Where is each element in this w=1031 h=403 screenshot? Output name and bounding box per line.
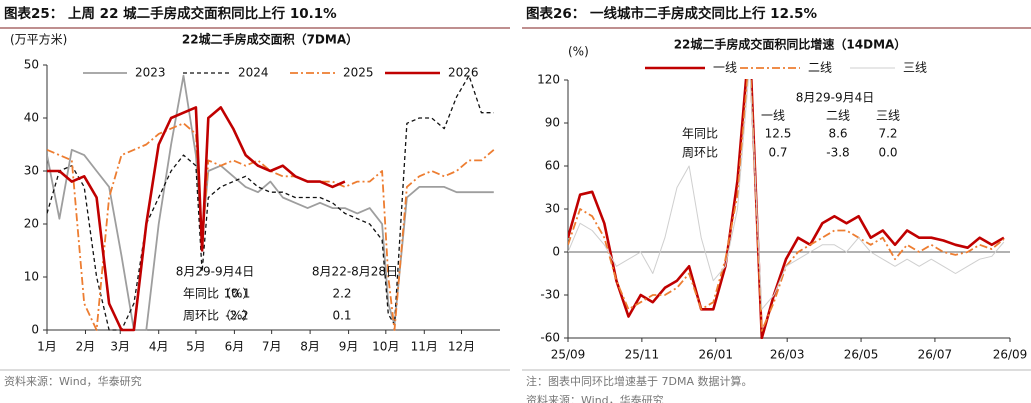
annotation-cell: 0.0: [878, 146, 897, 160]
y-tick-label: 50: [24, 58, 39, 72]
series-line: [47, 74, 494, 331]
y-axis-label: (万平方米): [10, 32, 67, 47]
y-tick-label: -60: [540, 331, 560, 345]
annotation-cell: 12.5: [765, 127, 792, 141]
x-tick-label: 25/09: [551, 348, 586, 362]
annotation-header: 二线: [826, 109, 850, 123]
x-tick-label: 8月: [300, 340, 320, 354]
x-tick-label: 6月: [225, 340, 245, 354]
y-tick-label: 20: [24, 217, 39, 231]
chart-subtitle: 22城二手房成交面积同比增速（14DMA）: [674, 37, 907, 52]
y-tick-label: 30: [24, 164, 39, 178]
legend-label: 一线: [713, 61, 737, 75]
x-tick-label: 26/01: [698, 348, 733, 362]
y-tick-label: -30: [540, 288, 560, 302]
annotation-cell: -3.8: [826, 146, 849, 160]
x-tick-label: 26/03: [770, 348, 805, 362]
y-tick-label: 10: [24, 270, 39, 284]
y-tick-label: 0: [31, 323, 39, 337]
source-note: 资料来源：Wind，华泰研究: [4, 374, 142, 388]
x-tick-label: 26/07: [918, 348, 953, 362]
y-tick-label: 60: [545, 159, 560, 173]
annotation-cell: 周环比: [682, 146, 718, 160]
annotation-cell: -2.2: [225, 309, 248, 323]
x-tick-label: 25/11: [625, 348, 660, 362]
series-line: [568, 79, 1005, 339]
annotation-header: 8月22-8月28日: [312, 265, 398, 279]
series-line: [568, 79, 1005, 310]
annotation-header: 一线: [761, 109, 785, 123]
y-tick-label: 40: [24, 111, 39, 125]
x-tick-label: 4月: [149, 340, 169, 354]
y-tick-label: 30: [545, 202, 560, 216]
annotation-header: 三线: [876, 109, 900, 123]
x-tick-label: 26/09: [993, 348, 1028, 362]
legend-label: 2024: [238, 66, 269, 80]
chart-subtitle: 22城二手房成交面积（7DMA）: [182, 32, 358, 47]
annotation-cell: 10.1: [224, 287, 251, 301]
series-line: [47, 122, 495, 331]
y-axis-label: (%): [568, 45, 589, 59]
annotation-cell: 年同比: [682, 127, 718, 141]
series-line: [47, 106, 346, 332]
annotation-cell: 年同比（%）: [183, 287, 254, 301]
chart-title: 图表25： 上周 22 城二手房成交面积同比上行 10.1%: [4, 5, 337, 22]
legend-label: 二线: [808, 61, 832, 75]
annotation-header: 8月29-9月4日: [176, 265, 255, 279]
source-note: 资料来源：Wind，华泰研究: [526, 393, 664, 403]
annotation-cell: 7.2: [878, 127, 897, 141]
series-line: [47, 74, 494, 331]
plot-area: [47, 74, 495, 332]
annotation-cell: 周环比（%）: [183, 309, 254, 323]
annotation-cell: 0.7: [768, 146, 787, 160]
x-tick-label: 3月: [110, 340, 130, 354]
legend-label: 2025: [343, 66, 374, 80]
plot-area: [568, 79, 1005, 339]
annotation-header: 8月29-9月4日: [796, 91, 875, 105]
x-tick-label: 10月: [372, 340, 399, 354]
x-tick-label: 7月: [262, 340, 282, 354]
x-tick-label: 1月: [37, 340, 57, 354]
series-line: [568, 79, 1005, 332]
legend-label: 2026: [448, 66, 479, 80]
annotation-cell: 8.6: [828, 127, 847, 141]
x-tick-label: 9月: [339, 340, 359, 354]
legend-label: 2023: [135, 66, 166, 80]
y-tick-label: 90: [545, 116, 560, 130]
x-tick-label: 5月: [186, 340, 206, 354]
annotation-cell: 2.2: [332, 287, 351, 301]
x-tick-label: 12月: [448, 340, 475, 354]
annotation-cell: 0.1: [332, 309, 351, 323]
y-tick-label: 0: [552, 245, 560, 259]
y-tick-label: 120: [537, 73, 560, 87]
legend-label: 三线: [903, 61, 927, 75]
x-tick-label: 2月: [76, 340, 96, 354]
chart-title: 图表26： 一线城市二手房成交同比上行 12.5%: [526, 5, 817, 22]
x-tick-label: 11月: [411, 340, 438, 354]
source-note: 注：图表中同环比增速基于 7DMA 数据计算。: [526, 374, 752, 388]
x-tick-label: 26/05: [844, 348, 879, 362]
